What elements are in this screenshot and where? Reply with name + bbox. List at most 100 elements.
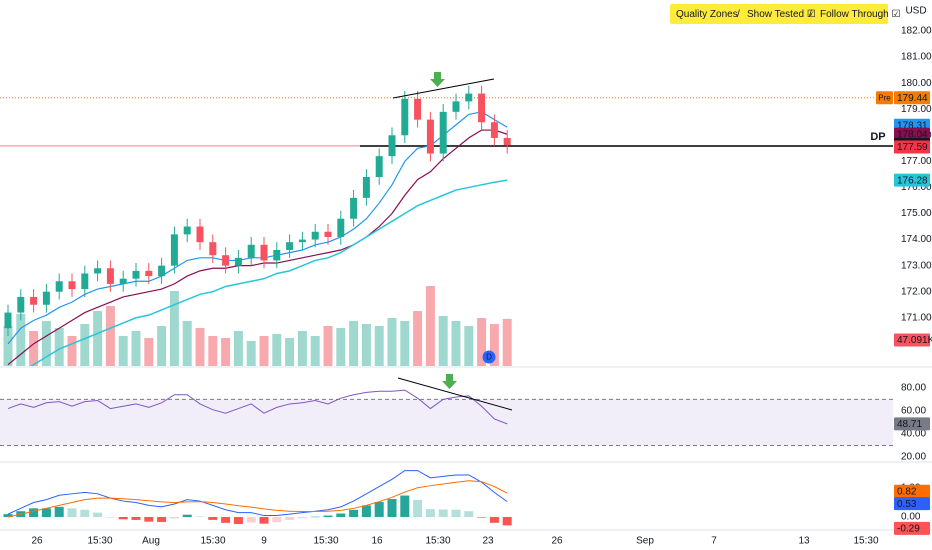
currency: USD — [905, 6, 926, 17]
candle-body — [119, 278, 127, 284]
candle-body — [68, 281, 76, 290]
candle-body — [132, 270, 140, 279]
candle-body — [414, 98, 422, 120]
ma-tag: 176.28 — [897, 175, 928, 186]
histogram-bar — [438, 509, 448, 518]
rsi-band — [0, 399, 893, 446]
histogram-bar — [413, 499, 423, 518]
histogram-bar — [425, 509, 435, 518]
volume-bar — [425, 286, 435, 366]
level-tag: 177.59 — [897, 142, 928, 153]
histogram-bar — [400, 495, 410, 518]
trend-line — [392, 78, 495, 99]
histogram-bar — [169, 517, 179, 519]
histogram-bar — [310, 516, 320, 518]
y-tick-label: 171.00 — [901, 312, 932, 323]
candle-body — [81, 273, 89, 290]
indicator-separator: / — [737, 9, 740, 20]
histogram-bar — [464, 511, 474, 518]
candle-body — [490, 122, 498, 138]
x-tick-label: 15:30 — [313, 536, 338, 547]
volume-bar — [361, 324, 371, 366]
dividend-label: D — [486, 353, 492, 362]
histogram-bar — [349, 509, 359, 518]
volume-bar — [438, 316, 448, 366]
macd-line — [7, 480, 508, 518]
histogram-bar — [336, 513, 346, 518]
ma-tag-bg — [894, 173, 930, 187]
level-label: DP — [870, 131, 885, 143]
histogram-tag: -0.29 — [897, 524, 920, 535]
histogram-bar — [361, 505, 371, 518]
y-tick-label: 174.00 — [901, 234, 932, 245]
x-tick-label: 15:30 — [853, 536, 878, 547]
candle-body — [401, 98, 409, 136]
volume-bar — [285, 338, 295, 366]
histogram-bar — [451, 509, 461, 518]
y-tick-label: 175.00 — [901, 208, 932, 219]
candle-body — [170, 234, 178, 266]
x-tick-label: 26 — [551, 536, 563, 547]
volume-bar — [400, 321, 410, 366]
histogram-bar — [233, 517, 243, 524]
indicator-button[interactable]: Quality Zones — [676, 9, 738, 20]
volume-bar — [195, 328, 205, 366]
histogram-bar — [285, 517, 295, 520]
volume-bar — [41, 321, 51, 366]
axes: 182.00181.00180.00179.00178.00177.00176.… — [31, 4, 932, 547]
histogram-bar — [3, 514, 13, 518]
ma-tag: 178.31 — [897, 120, 928, 131]
histogram-bar — [297, 517, 307, 519]
arrow-down — [430, 72, 445, 87]
volume-bar — [310, 336, 320, 366]
histogram-bar — [182, 514, 192, 518]
histogram-bar — [29, 508, 39, 518]
histogram-bar — [272, 517, 282, 523]
histogram-bar — [208, 517, 218, 520]
candle-body — [247, 244, 255, 258]
candle-body — [209, 242, 217, 256]
volume-bar — [259, 336, 269, 366]
volume-bar — [16, 314, 26, 366]
volume-tag: 47.091K — [897, 335, 932, 346]
volume-bar — [131, 331, 141, 366]
y-tick-label: 172.00 — [901, 286, 932, 297]
histogram-tag-bg — [894, 521, 930, 535]
volume-bar — [336, 328, 346, 366]
volume-bar — [489, 324, 499, 366]
volume-bar — [451, 321, 461, 366]
volume-bar — [144, 338, 154, 366]
indicator-bar — [670, 4, 888, 24]
y-tick-label: 173.00 — [901, 260, 932, 271]
histogram-bar — [489, 517, 499, 523]
x-tick-label: 26 — [31, 536, 43, 547]
rsi-tag: 48.71 — [897, 419, 922, 430]
moving-average — [7, 111, 508, 345]
histogram-bar — [131, 517, 141, 520]
volume-bar — [272, 334, 282, 366]
histogram-bar — [246, 517, 256, 523]
ma-tag: 178.04 — [897, 129, 928, 140]
candle-body — [94, 268, 102, 274]
pre-badge-label: Pre — [878, 93, 891, 102]
candle-body — [478, 93, 486, 123]
x-tick-label: 15:30 — [425, 536, 450, 547]
candle-body — [337, 218, 345, 237]
indicator-button[interactable]: Show Tested ☑ — [747, 9, 816, 20]
volume-bar — [54, 328, 64, 366]
volume-bar — [297, 331, 307, 366]
candle-body — [324, 231, 332, 237]
volume-bar — [374, 326, 384, 366]
volume-bar — [157, 326, 167, 366]
indicator-button[interactable]: Follow Through ☑ — [820, 9, 901, 20]
candle-body — [183, 226, 191, 235]
volume-bar — [502, 318, 512, 366]
volume-tag-bg — [894, 333, 930, 347]
y-tick-label: 60.00 — [901, 406, 926, 417]
candle-body — [465, 93, 473, 102]
volume-bar — [464, 326, 474, 366]
volume-bar — [3, 326, 13, 366]
rsi-line — [7, 389, 508, 425]
